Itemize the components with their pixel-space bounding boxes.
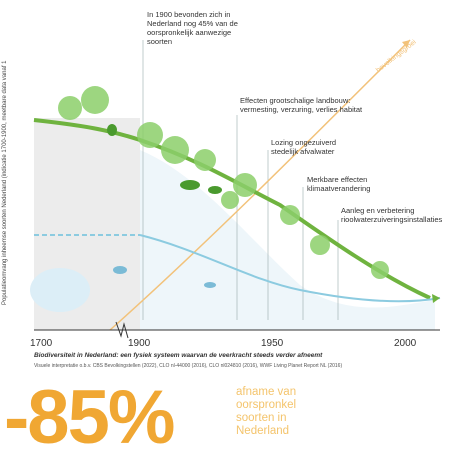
annotation-line: In 1900 bevonden zich in [147, 10, 231, 19]
annotation-line: Merkbare effecten [307, 175, 368, 184]
trees [58, 86, 389, 279]
annotation-line: Lozing ongezuiverd [271, 138, 337, 147]
stat-line: soorten in [236, 412, 287, 424]
annotation-line: stedelijk afvalwater [271, 147, 335, 156]
source: Visuele interpretatie o.b.v. CBS Bevolki… [34, 363, 343, 369]
x-tick-label: 1950 [261, 338, 284, 349]
annotation: Lozing ongezuiverd stedelijk afvalwater [271, 138, 336, 156]
annotation-line: Aanleg en verbetering [341, 206, 415, 215]
caption: Biodiversiteit in Nederland: een fysiek … [34, 352, 323, 359]
x-tick-label: 1900 [128, 338, 151, 349]
stat: -85% [4, 375, 175, 460]
x-tick-label: 1700 [30, 338, 53, 349]
annotation-line: Effecten grootschalige landbouw: [240, 96, 351, 105]
annotation-line: vermesting, verzuring, verlies habitat [240, 105, 363, 114]
annotation: Aanleg en verbetering rioolwaterzuivering… [341, 206, 442, 224]
arrow [432, 294, 440, 303]
annotation-line: soorten [147, 37, 173, 46]
annotation-line: rioolwaterzuiveringsinstallaties [341, 215, 443, 224]
stat-text: afname van oorspronkel soorten in Nederland [236, 386, 296, 438]
water-quality-curve [139, 234, 441, 303]
bubble [30, 268, 90, 312]
annotation-line: Nederland nog 45% van de [147, 19, 238, 28]
animals [107, 124, 222, 194]
annotation: In 1900 bevonden zich in Nederland nog 45… [147, 10, 238, 46]
axis-break [115, 321, 129, 339]
stat-line: afname van [236, 386, 297, 398]
annotation: Merkbare effecten klimaatverandering [307, 175, 370, 193]
y-axis-label: Populatieomvang inheemse soorten Nederla… [2, 60, 8, 306]
fish [113, 266, 216, 288]
stat-line: Nederland [236, 425, 290, 437]
biodiversity-curve [33, 118, 431, 300]
water-area [140, 150, 435, 330]
annotation-line: klimaatverandering [307, 184, 371, 193]
stat-line: oorspronkel [236, 399, 297, 411]
x-tick-label: 2000 [394, 338, 417, 349]
annotation-lines [142, 40, 339, 320]
annotation: Effecten grootschalige landbouw: vermesti… [240, 96, 362, 114]
arrow [402, 40, 410, 48]
population-curve [109, 39, 411, 331]
annotation-line: oorspronkelijk aanwezige [147, 28, 232, 37]
